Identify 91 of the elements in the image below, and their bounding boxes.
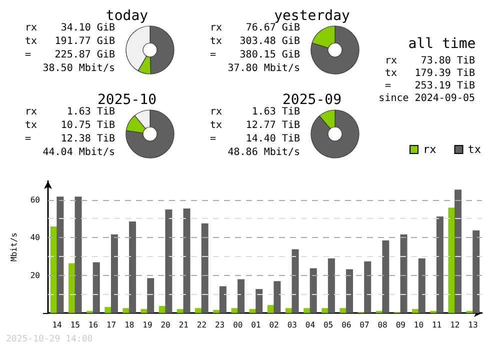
bar xyxy=(382,240,390,313)
text: = 12.38 TiB xyxy=(25,134,115,144)
bar xyxy=(436,216,444,313)
bar xyxy=(74,196,82,313)
text: tx 10.75 TiB xyxy=(25,120,115,131)
bar xyxy=(310,268,317,313)
x-tick-label: 11 xyxy=(432,320,442,330)
text: tx 303.48 GiB xyxy=(210,36,300,47)
bar xyxy=(176,309,184,313)
x-tick-label: 15 xyxy=(70,320,80,330)
text: = 14.40 TiB xyxy=(210,134,300,144)
x-tick-label: 12 xyxy=(450,320,460,330)
x-tick-label: 17 xyxy=(106,320,116,330)
text: rx 34.10 GiB xyxy=(25,22,115,34)
text: = 380.15 GiB xyxy=(210,50,300,60)
bar xyxy=(340,308,347,313)
bar xyxy=(346,269,354,313)
bar xyxy=(364,261,372,313)
x-tick-label: 05 xyxy=(323,320,334,330)
x-tick-label: 02 xyxy=(269,320,280,330)
chart-title: 2025-09 xyxy=(282,92,342,108)
bar xyxy=(418,258,426,313)
text: rx 73.80 TiB xyxy=(385,56,475,66)
bar xyxy=(328,258,335,313)
x-tick-label: 07 xyxy=(360,320,370,330)
text: tx 179.39 TiB xyxy=(385,68,475,79)
x-tick-label: 19 xyxy=(142,320,152,330)
x-tick-label: 13 xyxy=(468,320,478,330)
bar xyxy=(292,249,299,313)
bar xyxy=(68,263,76,313)
bar xyxy=(256,289,263,313)
x-tick-label: 16 xyxy=(88,320,98,330)
x-tick-label: 18 xyxy=(124,320,134,330)
x-tick-label: 22 xyxy=(196,320,207,330)
y-tick-label: 20 xyxy=(30,270,40,280)
x-tick-label: 00 xyxy=(233,320,243,330)
bar xyxy=(304,308,311,313)
x-tick-label: 09 xyxy=(396,320,406,330)
x-tick-label: 21 xyxy=(178,320,189,330)
bar xyxy=(183,208,190,313)
legend-label: tx xyxy=(468,143,482,156)
bar xyxy=(195,308,202,313)
text: tx 12.77 TiB xyxy=(210,120,300,131)
x-tick-label: 20 xyxy=(160,320,171,330)
text: since 2024-09-05 xyxy=(378,93,475,104)
bar xyxy=(129,222,136,313)
bar xyxy=(231,308,238,313)
text: all time xyxy=(408,36,476,52)
bar xyxy=(454,190,462,313)
bar xyxy=(400,234,408,313)
y-tick-label: 40 xyxy=(30,233,40,242)
x-tick-label: 23 xyxy=(214,320,225,330)
x-tick-label: 10 xyxy=(414,320,424,330)
text: = 225.87 GiB xyxy=(25,50,115,60)
bar xyxy=(92,262,100,313)
x-tick-label: 03 xyxy=(287,320,298,330)
y-tick-label: 60 xyxy=(30,195,40,204)
bar xyxy=(448,208,456,313)
bar xyxy=(274,281,281,313)
text: rx 1.63 TiB xyxy=(210,106,300,118)
x-tick-label: 08 xyxy=(378,320,388,330)
bar xyxy=(285,308,292,313)
bar xyxy=(238,279,245,313)
bar xyxy=(104,306,112,313)
chart-title: yesterday xyxy=(274,8,350,24)
text: rx 1.63 TiB xyxy=(25,106,115,118)
text: = 253.19 TiB xyxy=(385,80,475,92)
bar xyxy=(56,196,64,313)
chart-title: 2025-10 xyxy=(97,92,157,108)
bar xyxy=(219,286,226,313)
bar xyxy=(412,309,420,313)
x-tick-label: 04 xyxy=(305,320,316,330)
text: 38.50 Mbit/s xyxy=(42,63,115,74)
x-tick-label: 01 xyxy=(251,320,261,330)
x-tick-label: 14 xyxy=(52,320,62,330)
text: 37.80 Mbit/s xyxy=(228,63,300,74)
text: tx 191.77 GiB xyxy=(25,36,115,47)
legend-label: rx xyxy=(423,143,437,156)
bar xyxy=(165,209,172,313)
text: 44.04 Mbit/s xyxy=(42,147,115,158)
y-axis-title: Mbit/s xyxy=(10,232,18,262)
bar xyxy=(201,223,208,313)
bar xyxy=(122,308,130,313)
bar xyxy=(147,278,154,313)
bar xyxy=(322,308,329,313)
x-tick-label: 06 xyxy=(342,320,352,330)
text: 48.86 Mbit/s xyxy=(228,147,300,158)
chart-title: today xyxy=(106,8,148,24)
bar xyxy=(110,234,118,313)
bar xyxy=(213,310,220,313)
text: rx 76.67 GiB xyxy=(210,22,300,34)
